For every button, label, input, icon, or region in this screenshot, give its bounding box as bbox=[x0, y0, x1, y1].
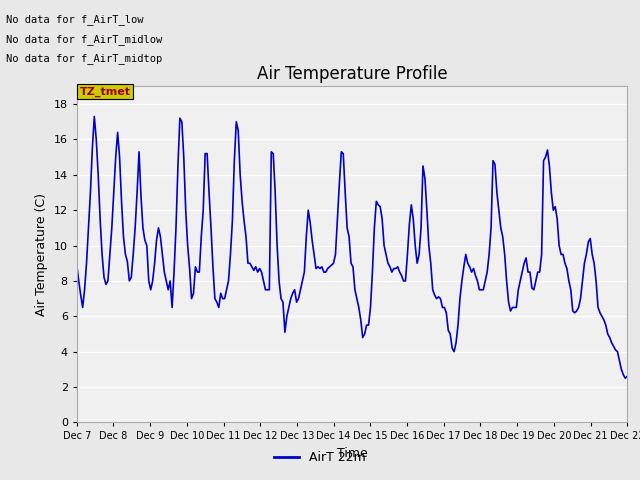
Legend: AirT 22m: AirT 22m bbox=[269, 446, 371, 469]
Text: No data for f_AirT_midlow: No data for f_AirT_midlow bbox=[6, 34, 163, 45]
Text: No data for f_AirT_low: No data for f_AirT_low bbox=[6, 14, 144, 25]
Text: TZ_tmet: TZ_tmet bbox=[79, 86, 131, 96]
Y-axis label: Air Temperature (C): Air Temperature (C) bbox=[35, 193, 48, 316]
X-axis label: Time: Time bbox=[337, 447, 367, 460]
Title: Air Temperature Profile: Air Temperature Profile bbox=[257, 65, 447, 84]
Text: No data for f_AirT_midtop: No data for f_AirT_midtop bbox=[6, 53, 163, 64]
